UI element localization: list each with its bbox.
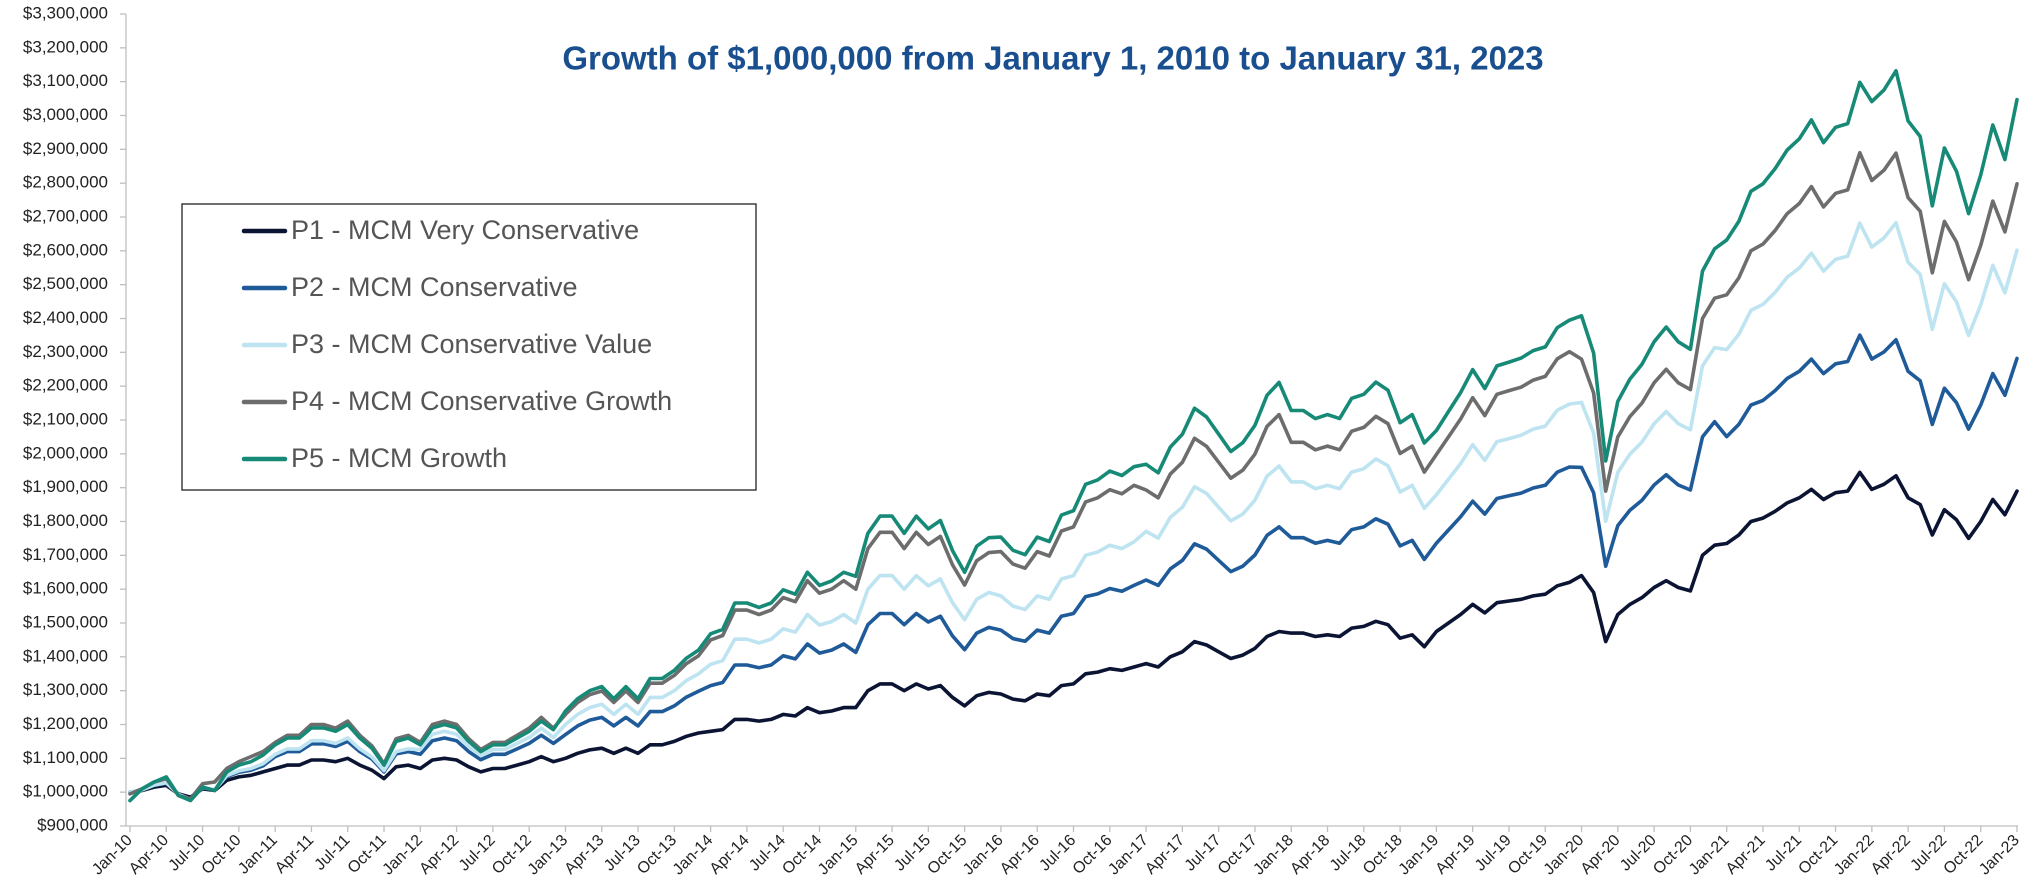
legend-label: P5 - MCM Growth — [291, 443, 507, 473]
x-tick-label: Jan-21 — [1686, 832, 1733, 879]
series-line — [128, 69, 2019, 803]
y-tick-label: $1,100,000 — [23, 748, 108, 767]
x-tick-label: Jan-14 — [670, 832, 717, 879]
y-tick-label: $3,100,000 — [23, 71, 108, 90]
series-line — [128, 333, 2019, 801]
chart-title: Growth of $1,000,000 from January 1, 201… — [562, 40, 1543, 77]
y-tick-label: $3,300,000 — [23, 3, 108, 22]
y-tick-label: $1,400,000 — [23, 646, 108, 665]
x-tick-label: Jan-15 — [815, 832, 862, 879]
series-line — [128, 150, 2019, 801]
x-tick-label: Jan-18 — [1250, 832, 1297, 879]
y-tick-label: $2,000,000 — [23, 443, 108, 462]
y-tick-label: $900,000 — [37, 815, 108, 834]
x-tick-label: Apr-21 — [1723, 832, 1769, 878]
y-tick-label: $2,700,000 — [23, 206, 108, 225]
y-tick-label: $2,200,000 — [23, 376, 108, 395]
x-tick-label: Jan-10 — [89, 832, 136, 879]
x-tick-label: Jan-22 — [1831, 832, 1878, 879]
x-tick-label: Apr-16 — [997, 832, 1043, 878]
y-tick-label: $1,000,000 — [23, 782, 108, 801]
x-tick-label: Apr-13 — [562, 832, 608, 878]
y-tick-label: $1,500,000 — [23, 612, 108, 631]
y-tick-label: $1,700,000 — [23, 545, 108, 564]
x-tick-label: Apr-17 — [1142, 832, 1188, 878]
y-tick-label: $2,100,000 — [23, 409, 108, 428]
x-tick-label: Apr-10 — [126, 832, 172, 878]
y-tick-label: $2,800,000 — [23, 173, 108, 192]
y-tick-label: $3,200,000 — [23, 37, 108, 56]
x-tick-label: Jan-13 — [525, 832, 572, 879]
legend: P1 - MCM Very Conservative P2 - MCM Conse… — [181, 203, 757, 491]
x-tick-label: Apr-14 — [707, 832, 753, 878]
x-tick-label: Apr-22 — [1868, 832, 1914, 878]
y-tick-label: $2,300,000 — [23, 342, 108, 361]
y-tick-label: $1,900,000 — [23, 477, 108, 496]
y-tick-label: $3,000,000 — [23, 105, 108, 124]
legend-label: P1 - MCM Very Conservative — [291, 215, 639, 245]
x-tick-label: Apr-15 — [852, 832, 898, 878]
x-tick-label: Jan-23 — [1976, 832, 2023, 879]
x-tick-label: Apr-19 — [1433, 832, 1479, 878]
x-tick-label: Jan-11 — [235, 832, 281, 878]
x-tick-label: Apr-18 — [1287, 832, 1333, 878]
x-tick-label: Apr-20 — [1578, 832, 1624, 878]
legend-label: P4 - MCM Conservative Growth — [291, 386, 672, 416]
series-line — [128, 470, 2019, 799]
y-tick-label: $2,400,000 — [23, 308, 108, 327]
y-tick-label: $2,600,000 — [23, 240, 108, 259]
series-line — [128, 221, 2019, 802]
legend-label: P3 - MCM Conservative Value — [291, 329, 652, 359]
y-tick-label: $1,800,000 — [23, 511, 108, 530]
x-tick-label: Jan-19 — [1396, 832, 1443, 879]
x-tick-label: Jan-16 — [960, 832, 1007, 879]
x-tick-label: Oct-10 — [199, 832, 245, 878]
y-tick-label: $1,600,000 — [23, 579, 108, 598]
x-tick-label: Jan-20 — [1541, 832, 1588, 879]
y-tick-label: $1,200,000 — [23, 714, 108, 733]
x-tick-label: Jan-12 — [380, 832, 427, 879]
x-tick-label: Apr-12 — [416, 832, 462, 878]
x-tick-label: Apr-11 — [272, 832, 317, 877]
y-tick-label: $1,300,000 — [23, 680, 108, 699]
y-tick-label: $2,500,000 — [23, 274, 108, 293]
legend-label: P2 - MCM Conservative — [291, 272, 578, 302]
x-tick-label: Jan-17 — [1105, 832, 1152, 879]
y-tick-label: $2,900,000 — [23, 139, 108, 158]
